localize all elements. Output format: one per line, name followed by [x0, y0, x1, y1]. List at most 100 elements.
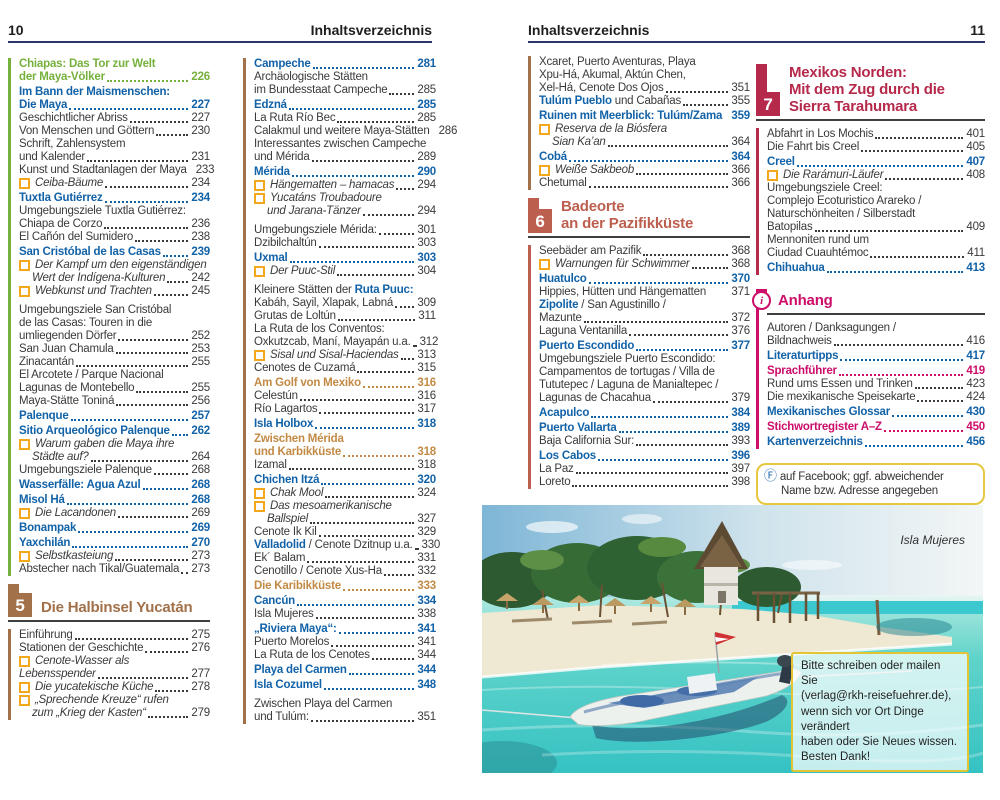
leader-dots	[826, 271, 964, 273]
toc-entry-text: Umgebungsziele Puerto Escondido:	[539, 353, 716, 365]
chapter-heading: 6 Badeorte an der Pazifikküste	[528, 198, 750, 233]
toc-entry-text: Die mexikanische Speisekarte	[767, 391, 916, 403]
page-number: 312	[419, 336, 439, 348]
mail-note-line: Bitte schreiben oder mailen Sie	[801, 660, 941, 688]
toc-entry-text: Von Menschen und Göttern	[19, 125, 155, 137]
page-number: 317	[417, 403, 436, 415]
page-number: 384	[731, 407, 750, 419]
toc-block: Abfahrt in Los Mochis 401 Die Fahrt bis Cr…	[756, 128, 985, 275]
toc-entry: Die Lacandonen 269	[19, 507, 210, 520]
mail-note-line: Besten Dank!	[801, 751, 871, 764]
leader-dots	[147, 716, 189, 718]
page-number: 368	[731, 258, 750, 270]
toc-entry-text: Umgebungsziele Mérida:	[254, 224, 377, 236]
leader-dots	[683, 104, 729, 106]
toc-entry: Cobá 364	[539, 151, 750, 164]
leader-dots	[145, 651, 189, 653]
leader-dots	[840, 359, 964, 361]
toc-entry-text: Puerto Escondido	[539, 340, 635, 352]
right-page-header-title: Inhaltsverzeichnis	[528, 22, 650, 38]
beach-umbrellas	[496, 593, 696, 615]
leader-dots	[69, 108, 189, 110]
chapter-number: 7	[756, 92, 780, 116]
page-number: 234	[191, 177, 210, 189]
leader-dots	[288, 468, 415, 470]
toc-entry-text: Isla Holbox	[254, 418, 314, 430]
page-number: 409	[966, 221, 985, 233]
toc-entry-text: und Jarana-Tänzer	[267, 205, 361, 217]
toc-entry-text: Tututepec / Laguna de Manialtepec /	[539, 379, 719, 391]
toc-entry-text: Wert der Indígena-Kulturen	[32, 272, 166, 284]
page-number: 238	[191, 231, 210, 243]
toc-entry-text: San Cristóbal de las Casas	[19, 246, 161, 258]
toc-entry: Kleinere Stätten der Ruta Puuc: Kabáh, Sa…	[254, 284, 436, 310]
leader-dots	[400, 358, 415, 360]
page-number: 303	[417, 237, 436, 249]
toc-entry: Selbstkasteiung 273	[19, 550, 210, 563]
toc-entry-text: und Tulúm:	[254, 711, 309, 723]
toc-entry-text: El Arcotete / Parque Nacional	[19, 369, 164, 381]
toc-entry: Ek´ Balam 331	[254, 552, 436, 565]
mail-note-line: wenn sich vor Ort Dinge verändert	[801, 705, 924, 733]
page-number: 245	[191, 285, 210, 297]
toc-entry-text: Chiapa de Corzo	[19, 218, 103, 230]
toc-entry-text: Abstecher nach Tikal/Guatemala	[19, 563, 180, 575]
page-number: 290	[417, 166, 436, 178]
toc-entry: Warnungen für Schwimmer 368	[539, 258, 750, 271]
page-number: 456	[966, 436, 985, 448]
toc-entry-text: Mexikanisches Glossar	[767, 406, 891, 418]
leader-dots	[636, 444, 729, 446]
page-number: 294	[417, 179, 436, 191]
page-number: 376	[731, 325, 750, 337]
leader-dots	[296, 604, 415, 606]
toc-entry-text: Zipolite / San Agustinillo /	[539, 299, 666, 311]
leader-dots	[914, 387, 964, 389]
sidebar-box-icon	[539, 123, 550, 135]
leader-dots	[299, 399, 415, 401]
toc-entry: Xcaret, Puerto Aventuras, Playa Xpu-Há, A…	[539, 56, 750, 95]
toc-entry: Ruinen mit Meerblick: Tulúm/Zama 359	[539, 110, 750, 123]
sidebar-box-icon	[19, 177, 30, 189]
toc-entry: Geschichtlicher Abriss 227	[19, 112, 210, 125]
leader-dots	[838, 374, 964, 376]
toc-entry: Yaxchilán 270	[19, 537, 210, 550]
appendix-heading: i Anhang	[752, 291, 985, 310]
toc-entry-text: Kartenverzeichnis	[767, 436, 863, 448]
leader-dots	[97, 677, 189, 679]
page-number: 379	[731, 392, 750, 404]
page-number: 268	[191, 464, 210, 476]
toc-entry-text: Celestún	[254, 390, 298, 402]
toc-entry: Umgebungsziele Puerto Escondido: Campamen…	[539, 353, 750, 405]
toc-entry: Cenotillo / Cenote Xus-Ha 332	[254, 565, 436, 578]
leader-dots	[371, 658, 415, 660]
toc-entry: Hippies, Hütten und Hängematten 371	[539, 286, 750, 299]
leader-dots	[167, 281, 189, 283]
toc-entry: Umgebungsziele Tuxtla Gutiérrez: Chiapa d…	[19, 205, 210, 231]
toc-entry: Archäologische Stätten im Bundesstaat Cam…	[254, 71, 436, 97]
toc-entry-text: Stichwortregister A–Z	[767, 421, 882, 433]
toc-entry-text: Ciudad Cuauhtémoc	[767, 247, 869, 259]
toc-entry: Die Fahrt bis Creel 405	[767, 141, 985, 154]
page-number: 233	[195, 164, 215, 176]
toc-entry-text: San Juan Chamula	[19, 343, 114, 355]
toc-column-4: 7 Mexikos Norden: Mit dem Zug durch die Sie…	[752, 56, 985, 505]
toc-entry-text: Umgebungsziele Creel:	[767, 182, 883, 194]
toc-entry-text: Yaxchilán	[19, 537, 71, 549]
leader-dots	[319, 412, 415, 414]
page-number: 355	[731, 95, 750, 107]
toc-entry: Misol Há 268	[19, 494, 210, 507]
toc-entry: Einführung 275	[19, 629, 210, 642]
toc-entry: Mexikanisches Glossar 430	[767, 406, 985, 419]
chapter-rule	[767, 313, 985, 315]
toc-entry: Stationen der Geschichte 276	[19, 642, 210, 655]
leader-dots	[588, 282, 729, 284]
toc-block: Campeche 281 Archäologische Stätten im Bund…	[243, 58, 457, 724]
page-number: 338	[417, 608, 436, 620]
page-number: 268	[191, 479, 210, 491]
leader-dots	[155, 690, 189, 692]
leader-dots	[156, 134, 189, 136]
page-number: 351	[731, 82, 750, 94]
toc-entry: Umgebungsziele San Cristóbal de las Casas…	[19, 304, 210, 343]
leader-dots	[66, 503, 189, 505]
toc-entry-text: Puerto Vallarta	[539, 422, 617, 434]
